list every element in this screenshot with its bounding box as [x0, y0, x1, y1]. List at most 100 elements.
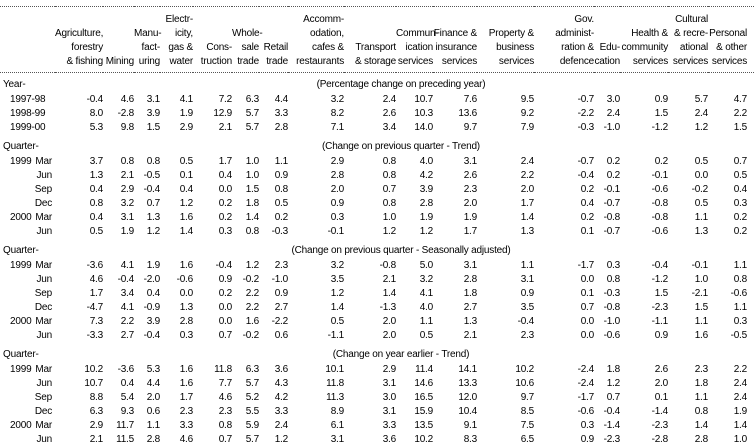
- value-personal-other-services: 2.4: [733, 392, 748, 403]
- col-header-line: insurance: [435, 42, 477, 53]
- value-cultural-recreational-services: 1.6: [694, 330, 709, 341]
- table-row: Jun 4.6 -0.4 -2.0 -0.6 0.9 -0.2 -1.0 3.5 2.1 3.2 2.…: [0, 273, 754, 287]
- value-gov-administration-defence: 0.1: [580, 226, 595, 237]
- value-finance-insurance-services: 2.8: [463, 274, 478, 285]
- value-gov-administration-defence: -0.7: [577, 94, 595, 105]
- value-health-community-services: -1.2: [651, 122, 669, 133]
- value-wholesale-trade: 5.5: [245, 406, 260, 417]
- value-communication-services: 10.2: [414, 434, 433, 445]
- value-finance-insurance-services: 2.7: [463, 302, 478, 313]
- value-finance-insurance-services: 3.1: [463, 156, 478, 167]
- value-accommodation-cafes-restaurants: 2.9: [330, 156, 345, 167]
- col-header-line: community: [621, 42, 668, 53]
- value-electricity-gas-water: 1.3: [179, 302, 194, 313]
- corner-cell: [0, 6, 55, 73]
- value-retail-trade: 2.7: [274, 302, 289, 313]
- table-row: 2000 Mar 0.4 3.1 1.3 1.6 0.2 1.4 0.2 0.3 1.0 1.9 1.9…: [0, 211, 754, 225]
- value-agriculture-forestry-fishing: -4.7: [86, 302, 104, 313]
- col-header-line: gas &: [168, 42, 193, 53]
- row-year-label: 2000: [10, 316, 32, 327]
- col-header-line: administ-: [555, 28, 594, 39]
- value-electricity-gas-water: 2.3: [179, 406, 194, 417]
- row-year-label: 2000: [10, 420, 32, 431]
- col-header-finance-insurance-services: Finance & insurance services: [433, 6, 477, 73]
- value-property-business-services: 1.1: [520, 260, 535, 271]
- section-header-quarterly-year-earlier-trend: Quarter- (Change on year earlier - Trend): [0, 343, 754, 363]
- value-cultural-recreational-services: 2.8: [694, 434, 709, 445]
- value-wholesale-trade: 5.7: [245, 122, 260, 133]
- value-health-community-services: -0.1: [651, 170, 669, 181]
- value-electricity-gas-water: 1.2: [179, 198, 194, 209]
- value-wholesale-trade: 2.2: [245, 288, 260, 299]
- col-header-line: cation: [594, 56, 621, 67]
- table-row: 1999 Mar 10.2 -3.6 5.3 1.6 11.8 6.3 3.6 10.1 2.9 11…: [0, 363, 754, 377]
- value-agriculture-forestry-fishing: 0.8: [89, 198, 104, 209]
- row-label-cell: Jun: [0, 169, 55, 183]
- table-row: Jun -3.3 2.7 -0.4 0.3 0.7 -0.2 0.6 -1.1 2.0 0.5 2.1…: [0, 329, 754, 343]
- value-agriculture-forestry-fishing: -0.4: [86, 94, 104, 105]
- value-finance-insurance-services: 2.6: [463, 170, 478, 181]
- table-row: 2000 Mar 2.9 11.7 1.1 3.3 0.8 5.9 2.4 6.1 3.3 13.5 9…: [0, 419, 754, 433]
- value-manufacturing: 5.3: [146, 364, 161, 375]
- value-retail-trade: 3.3: [274, 108, 289, 119]
- value-cultural-recreational-services: 2.3: [694, 364, 709, 375]
- col-header-line: Health &: [631, 28, 668, 39]
- value-personal-other-services: 0.3: [733, 198, 748, 209]
- value-finance-insurance-services: 1.8: [463, 288, 478, 299]
- row-label-cell: Sep: [0, 183, 55, 197]
- value-personal-other-services: 0.3: [733, 316, 748, 327]
- value-electricity-gas-water: 1.6: [179, 260, 194, 271]
- row-label-cell: Jun: [0, 433, 55, 445]
- value-mining: 4.6: [120, 94, 135, 105]
- value-agriculture-forestry-fishing: 0.4: [89, 184, 104, 195]
- value-health-community-services: -0.8: [651, 212, 669, 223]
- value-finance-insurance-services: 14.1: [458, 364, 477, 375]
- value-construction: 0.3: [218, 226, 233, 237]
- value-gov-administration-defence: 0.4: [580, 198, 595, 209]
- value-education: 0.8: [606, 274, 621, 285]
- value-gov-administration-defence: -2.4: [577, 364, 595, 375]
- value-communication-services: 16.5: [414, 392, 433, 403]
- table-header: Agriculture, forestry & fishing Mining Manu-…: [0, 6, 754, 73]
- value-finance-insurance-services: 10.4: [458, 406, 477, 417]
- row-label-cell: 1999-00: [0, 121, 55, 135]
- col-header-line: Cons-: [206, 42, 232, 53]
- table-row: 1999-00 5.3 9.8 1.5 2.9 2.1 5.7 2.8 7.1 3.4 14.0 9.…: [0, 121, 754, 135]
- value-transport-storage: 2.1: [382, 274, 397, 285]
- value-accommodation-cafes-restaurants: 1.4: [330, 302, 345, 313]
- col-header-line: Electr-: [165, 14, 194, 25]
- value-accommodation-cafes-restaurants: -1.1: [327, 330, 345, 341]
- value-mining: 2.2: [120, 316, 135, 327]
- table-row: Jun 2.1 11.5 2.8 4.6 0.7 5.7 1.2 3.1 3.6 10.2 8.3 6.…: [0, 433, 754, 445]
- value-agriculture-forestry-fishing: 5.3: [89, 122, 104, 133]
- value-manufacturing: 2.8: [146, 434, 161, 445]
- value-communication-services: 2.8: [419, 198, 434, 209]
- value-manufacturing: -0.5: [143, 170, 161, 181]
- value-agriculture-forestry-fishing: 1.3: [89, 170, 104, 181]
- value-communication-services: 1.1: [419, 316, 434, 327]
- col-header-line: ational: [679, 42, 708, 53]
- value-manufacturing: 1.9: [146, 260, 161, 271]
- value-transport-storage: 0.8: [382, 170, 397, 181]
- row-period-label: Sep: [34, 392, 52, 403]
- value-transport-storage: -1.3: [379, 302, 397, 313]
- col-header-line: cafes &: [312, 42, 344, 53]
- value-personal-other-services: 1.9: [733, 406, 748, 417]
- value-construction: 7.7: [218, 378, 233, 389]
- value-construction: 0.8: [218, 420, 233, 431]
- value-wholesale-trade: 5.7: [245, 378, 260, 389]
- value-construction: 0.9: [218, 274, 233, 285]
- value-property-business-services: 7.9: [520, 122, 535, 133]
- row-label-cell: 1999 Mar: [0, 155, 55, 169]
- col-header-line: trade: [266, 56, 288, 67]
- col-header-gov-administration-defence: Gov. administ-ration & defence: [534, 6, 594, 73]
- value-construction: 12.9: [213, 108, 232, 119]
- value-manufacturing: 0.8: [146, 156, 161, 167]
- value-accommodation-cafes-restaurants: 7.1: [330, 122, 345, 133]
- value-mining: 9.3: [120, 406, 135, 417]
- value-finance-insurance-services: 8.3: [463, 434, 478, 445]
- value-accommodation-cafes-restaurants: 8.2: [330, 108, 345, 119]
- value-cultural-recreational-services: 0.5: [694, 198, 709, 209]
- value-electricity-gas-water: 3.3: [179, 420, 194, 431]
- value-retail-trade: 0.2: [274, 212, 289, 223]
